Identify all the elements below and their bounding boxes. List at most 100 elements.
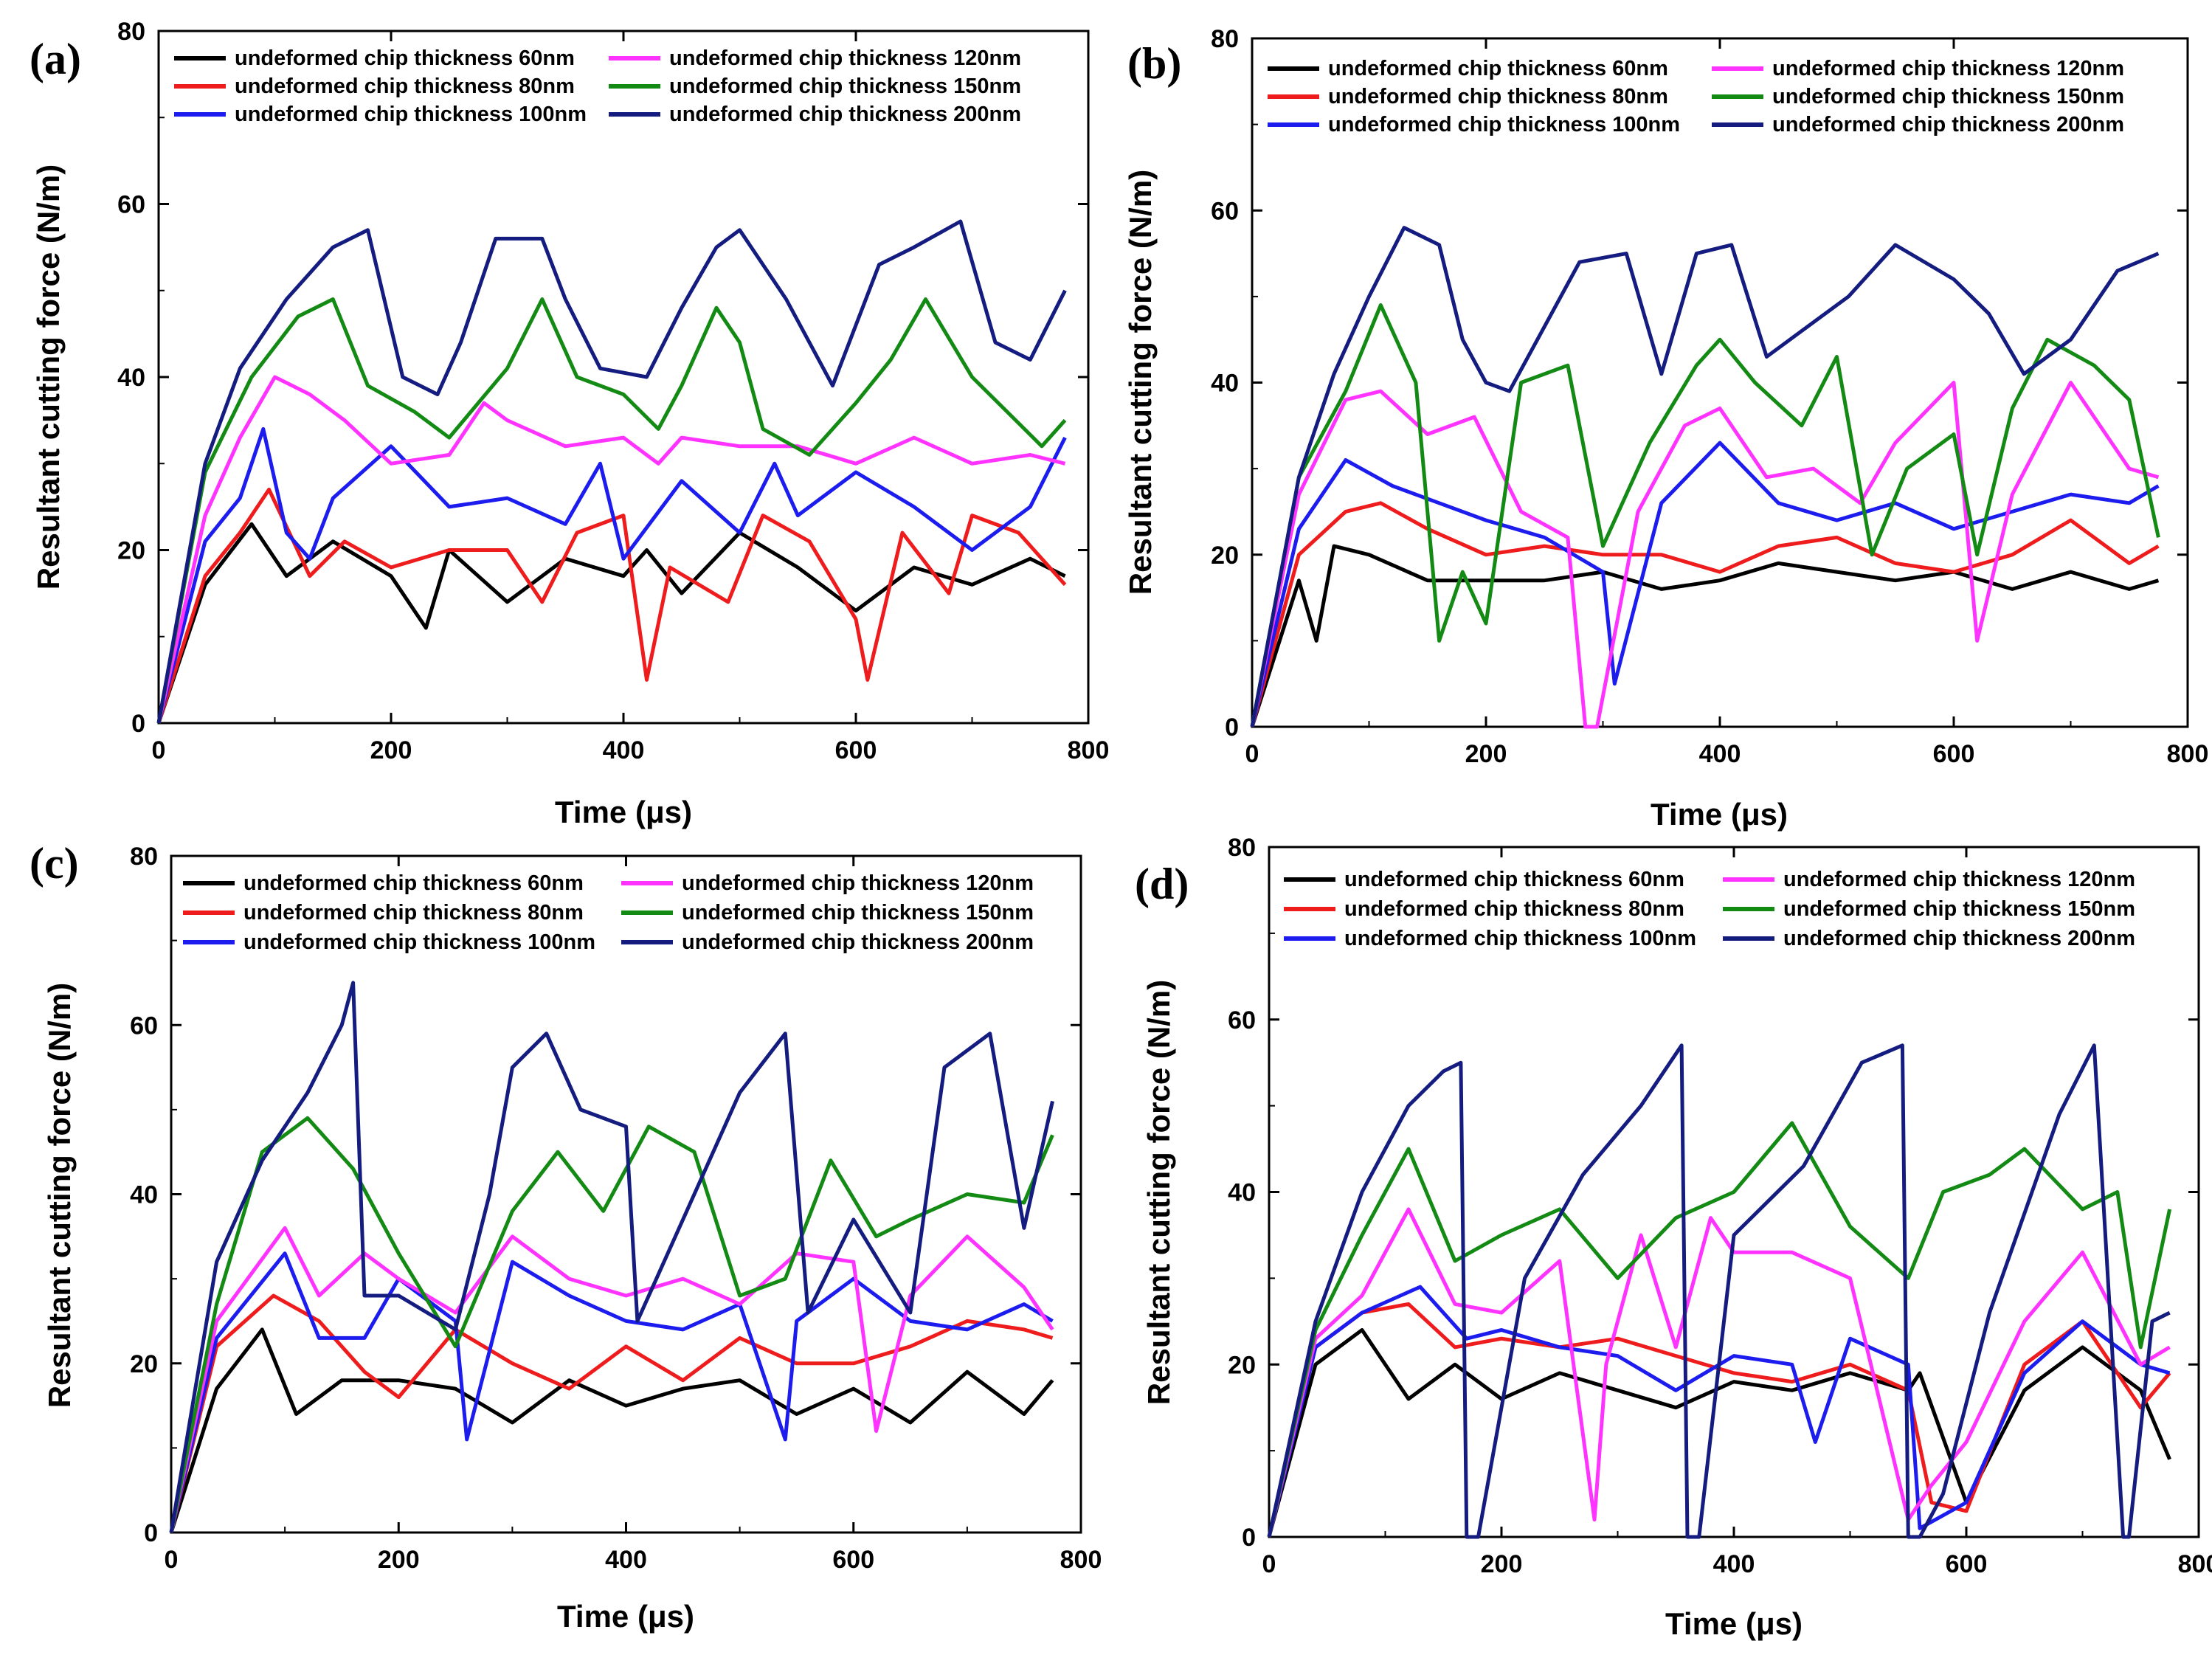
legend-label-s80: undeformed chip thickness 80nm (1328, 85, 1668, 108)
plot-frame (157, 30, 1090, 725)
legend-label-s100: undeformed chip thickness 100nm (1328, 113, 1680, 137)
legend-label-s120: undeformed chip thickness 120nm (1772, 57, 2124, 80)
legend-label-s100: undeformed chip thickness 100nm (235, 103, 587, 126)
legend-label-s60: undeformed chip thickness 60nm (235, 46, 575, 70)
y-tick-label: 40 (1211, 370, 1239, 398)
legend-label-s60: undeformed chip thickness 60nm (243, 871, 584, 895)
y-tick-label: 0 (131, 710, 145, 738)
series-line-s60 (169, 1327, 1054, 1533)
x-tick-label: 800 (1060, 1546, 1102, 1574)
x-tick-label: 400 (1699, 740, 1741, 768)
y-tick-label: 40 (130, 1181, 158, 1209)
x-tick-label: 600 (835, 736, 877, 764)
ticks: 0 200 400 600 800 0 20 40 60 80 (130, 843, 1102, 1574)
ticks: 0 200 400 600 800 0 20 40 60 80 (117, 18, 1109, 764)
legend: undeformed chip thickness 60nm undeformed… (1268, 57, 2124, 137)
series-line-s150 (156, 297, 1067, 724)
series-line-s60 (1250, 544, 2160, 728)
y-tick-label: 40 (1228, 1179, 1256, 1207)
series-line-s150 (169, 1116, 1054, 1533)
series-line-s200 (169, 981, 1054, 1533)
series-line-s120 (1267, 1207, 2171, 1538)
series-line-s200 (1267, 1043, 2171, 1539)
ticks: 0 200 400 600 800 0 20 40 60 80 (1228, 834, 2212, 1578)
series-line-s100 (1267, 1285, 2171, 1538)
series-line-s100 (156, 426, 1067, 724)
legend-label-s80: undeformed chip thickness 80nm (235, 75, 575, 98)
panel-label: (c) (30, 839, 79, 888)
legend-label-s150: undeformed chip thickness 150nm (669, 75, 1021, 98)
legend: undeformed chip thickness 60nm undeformed… (183, 871, 1034, 954)
y-tick-label: 20 (117, 537, 145, 565)
legend: undeformed chip thickness 60nm undeformed… (174, 46, 1021, 126)
x-tick-label: 200 (370, 736, 412, 764)
y-tick-label: 60 (130, 1012, 158, 1040)
series-line-s150 (1267, 1121, 2172, 1538)
x-tick-label: 200 (1481, 1550, 1523, 1578)
legend-label-s150: undeformed chip thickness 150nm (1772, 85, 2124, 108)
series-line-s200 (1250, 226, 2160, 728)
panel-c: (c) Time (μs) Resultant cutting force (N… (30, 839, 1102, 1634)
x-tick-label: 800 (1068, 736, 1110, 764)
legend-label-s60: undeformed chip thickness 60nm (1328, 57, 1668, 80)
y-tick-label: 80 (130, 843, 158, 871)
panel-b: (b) Time (μs) Resultant cutting force (N… (1123, 25, 2208, 832)
legend-label-s100: undeformed chip thickness 100nm (1344, 927, 1696, 950)
panel-a: (a) Time (μs) Resultant cutting force (N… (30, 18, 1109, 829)
x-axis-title: Time (μs) (1665, 1606, 1803, 1641)
y-tick-label: 0 (1225, 714, 1239, 742)
y-axis-title: Resultant cutting force (N/m) (42, 983, 77, 1408)
y-tick-label: 60 (1211, 197, 1239, 225)
panel-d: (d) Time (μs) Resultant cutting force (N… (1135, 834, 2212, 1641)
legend-label-s120: undeformed chip thickness 120nm (1783, 868, 2135, 891)
legend-label-s60: undeformed chip thickness 60nm (1344, 868, 1684, 891)
series-line-s120 (156, 375, 1066, 724)
series-line-s80 (1250, 501, 2160, 728)
y-tick-label: 0 (1242, 1524, 1256, 1552)
y-tick-label: 20 (1228, 1351, 1256, 1379)
legend-label-s200: undeformed chip thickness 200nm (1772, 113, 2124, 137)
series-line-s60 (156, 522, 1066, 724)
y-tick-label: 80 (117, 18, 145, 46)
x-tick-label: 0 (1262, 1550, 1276, 1578)
x-tick-label: 200 (378, 1546, 420, 1574)
x-tick-label: 600 (1946, 1550, 1988, 1578)
x-tick-label: 600 (1933, 740, 1975, 768)
legend-label-s80: undeformed chip thickness 80nm (1344, 897, 1684, 921)
legend: undeformed chip thickness 60nm undeformed… (1284, 868, 2135, 950)
series-line-s80 (156, 487, 1067, 724)
series-line-s100 (169, 1251, 1054, 1533)
legend-label-s150: undeformed chip thickness 150nm (1783, 897, 2135, 921)
y-tick-label: 20 (1211, 542, 1239, 570)
series-line-s200 (156, 219, 1067, 724)
legend-label-s100: undeformed chip thickness 100nm (243, 930, 595, 954)
y-axis-title: Resultant cutting force (N/m) (1123, 170, 1158, 595)
legend-label-s150: undeformed chip thickness 150nm (682, 901, 1034, 925)
y-tick-label: 20 (130, 1350, 158, 1378)
ticks: 0 200 400 600 800 0 20 40 60 80 (1211, 25, 2208, 768)
x-tick-label: 400 (603, 736, 645, 764)
panel-label: (d) (1135, 860, 1189, 908)
x-tick-label: 0 (152, 736, 166, 764)
legend-label-s200: undeformed chip thickness 200nm (682, 930, 1034, 954)
legend-label-s80: undeformed chip thickness 80nm (243, 901, 584, 925)
y-tick-label: 80 (1228, 834, 1256, 862)
x-tick-label: 400 (1713, 1550, 1755, 1578)
y-tick-label: 0 (144, 1519, 158, 1547)
x-tick-label: 800 (2167, 740, 2209, 768)
legend-label-s120: undeformed chip thickness 120nm (682, 871, 1034, 895)
x-axis-title: Time (μs) (557, 1599, 694, 1634)
x-tick-label: 0 (165, 1546, 179, 1574)
series-group (1267, 1043, 2172, 1539)
series-group (156, 219, 1067, 724)
y-tick-label: 60 (1228, 1006, 1256, 1034)
panel-label: (a) (30, 35, 81, 83)
x-axis-title: Time (μs) (555, 795, 692, 829)
y-tick-label: 60 (117, 191, 145, 219)
panel-label: (b) (1127, 39, 1181, 88)
plot-frame (170, 854, 1082, 1534)
x-axis-title: Time (μs) (1651, 797, 1788, 832)
series-line-s120 (1250, 381, 2160, 729)
y-tick-label: 40 (117, 364, 145, 392)
